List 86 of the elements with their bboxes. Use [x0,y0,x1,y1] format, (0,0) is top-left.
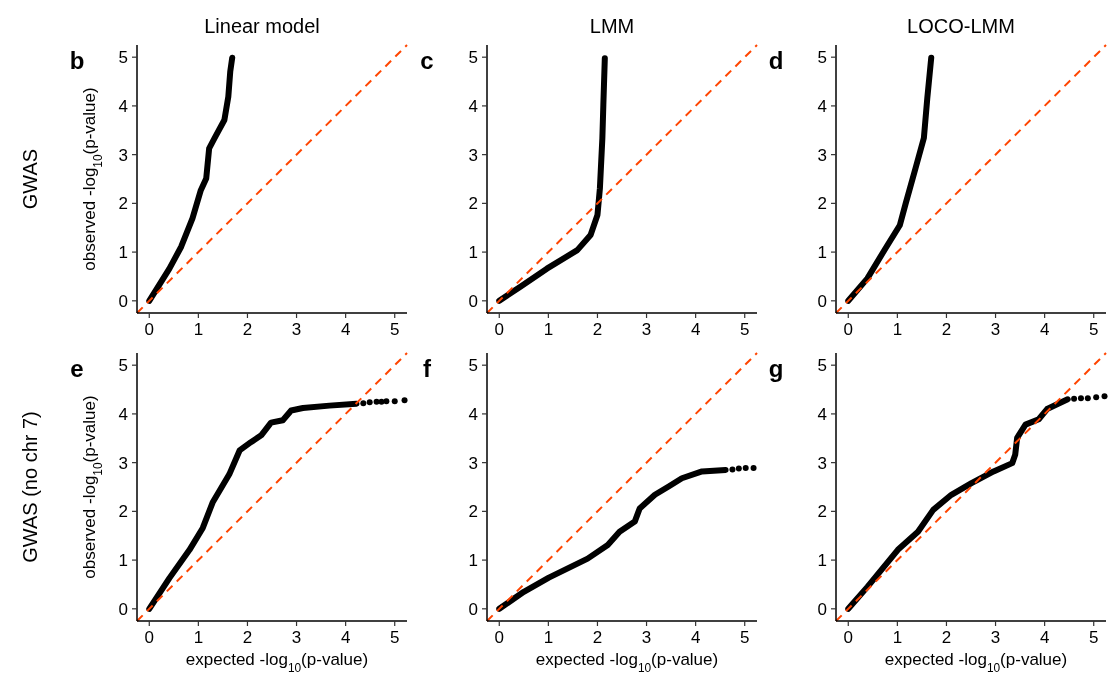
x-tick-label: 1 [543,628,554,647]
x-tick-label: 2 [941,628,952,647]
y-tick-label: 3 [468,145,478,165]
x-tick-label: 1 [892,628,903,647]
y-tick-label: 4 [468,404,478,424]
y-tick-label: 2 [468,194,478,214]
x-tick-label: 0 [843,320,854,339]
y-tick-label: 2 [118,194,128,214]
y-tick-label: 4 [468,96,478,116]
x-tick-label: 5 [739,628,750,647]
y-tick-label: 5 [118,356,128,376]
x-axis-title: expected -log$_{10}$(p-value) [884,650,1068,675]
y-tick-label: 3 [118,145,128,165]
x-tick-label: 2 [592,320,603,339]
x-tick-label: 3 [990,628,1001,647]
text: g [768,355,784,382]
y-tick-label: 0 [118,291,128,311]
x-tick-label: 2 [242,628,253,647]
y-tick-label: 2 [118,502,128,522]
x-tick-label: 5 [389,320,400,339]
y-tick-label: 0 [468,599,478,619]
x-tick-label: 4 [1039,628,1050,647]
y-tick-label: 2 [817,502,827,522]
x-tick-label: 1 [892,320,903,339]
y-tick-label: 0 [118,599,128,619]
x-tick-label: 4 [340,628,351,647]
x-tick-label: 0 [494,320,505,339]
chart-title: Linear model [204,15,320,37]
y-tick-label: 0 [817,291,827,311]
x-tick-label: 0 [144,320,155,339]
y-tick-label: 5 [817,356,827,376]
x-axis-title: expected -log$_{10}$(p-value) [535,650,719,675]
x-tick-label: 3 [291,628,302,647]
x-tick-label: 4 [690,320,701,339]
y-tick-label: 1 [118,551,128,571]
text: GWAS (no chr 7) [19,411,41,563]
y-tick-label: 4 [118,96,128,116]
y-tick-label: 0 [817,599,827,619]
x-tick-label: 3 [291,320,302,339]
chart-title: LOCO-LMM [907,15,1015,37]
x-tick-label: 5 [1088,628,1099,647]
x-tick-label: 5 [739,320,750,339]
y-tick-label: 5 [817,48,827,68]
y-tick-label: 1 [468,551,478,571]
x-tick-label: 2 [941,320,952,339]
y-tick-label: 5 [468,356,478,376]
text: b [69,47,85,74]
text: d [768,47,784,74]
x-tick-label: 3 [641,320,652,339]
y-tick-label: 2 [817,194,827,214]
text: e [70,355,84,382]
x-tick-label: 0 [494,628,505,647]
x-tick-label: 1 [543,320,554,339]
y-tick-label: 3 [468,453,478,473]
y-tick-label: 5 [468,48,478,68]
x-tick-label: 2 [592,628,603,647]
y-tick-label: 4 [118,404,128,424]
x-tick-label: 3 [641,628,652,647]
x-axis-title: expected -log$_{10}$(p-value) [185,650,369,675]
x-tick-label: 4 [340,320,351,339]
y-tick-label: 2 [468,502,478,522]
x-tick-label: 0 [144,628,155,647]
text: GWAS [19,148,41,210]
y-tick-label: 1 [468,243,478,263]
x-tick-label: 1 [193,320,204,339]
y-tick-label: 1 [118,243,128,263]
y-tick-label: 4 [817,404,827,424]
x-tick-label: 4 [1039,320,1050,339]
x-tick-label: 4 [690,628,701,647]
x-tick-label: 5 [389,628,400,647]
y-tick-label: 1 [817,243,827,263]
y-tick-label: 4 [817,96,827,116]
text: f [423,355,432,382]
y-tick-label: 3 [118,453,128,473]
y-tick-label: 5 [118,48,128,68]
y-tick-label: 1 [817,551,827,571]
x-tick-label: 0 [843,628,854,647]
y-tick-label: 3 [817,145,827,165]
x-tick-label: 5 [1088,320,1099,339]
x-tick-label: 1 [193,628,204,647]
y-tick-label: 0 [468,291,478,311]
text: c [420,47,434,74]
x-tick-label: 3 [990,320,1001,339]
chart-title: LMM [589,15,635,37]
y-tick-label: 3 [817,453,827,473]
x-tick-label: 2 [242,320,253,339]
